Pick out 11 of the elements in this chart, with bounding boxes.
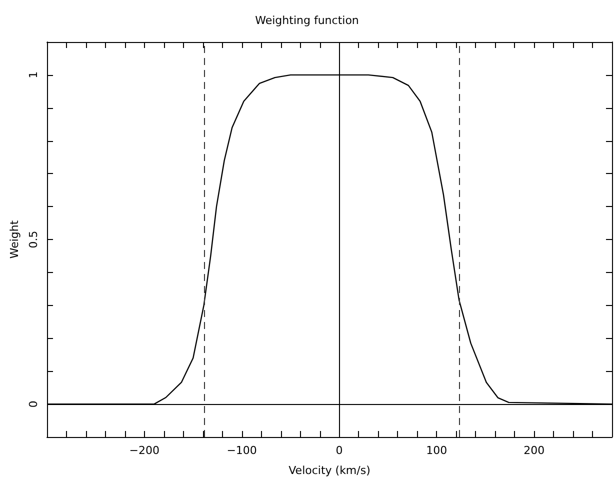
y-tick-label: 1: [27, 71, 40, 78]
y-tick-label: 0: [27, 400, 40, 408]
x-tick-label: −100: [226, 444, 257, 457]
y-tick-label: 0.5: [27, 230, 40, 248]
chart-title: Weighting function: [255, 14, 359, 27]
x-tick-label: 200: [524, 444, 545, 457]
y-axis-title: Weight: [8, 220, 22, 259]
x-axis-title: Velocity (km/s): [288, 464, 370, 477]
x-tick-label: 100: [426, 444, 448, 457]
x-tick-label: −200: [129, 444, 160, 457]
x-tick-label: 0: [336, 444, 343, 457]
